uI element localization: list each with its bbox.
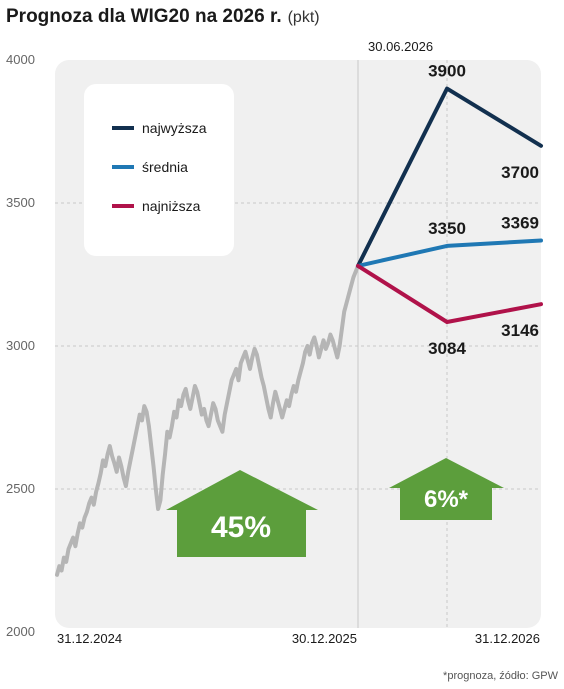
x-label-31-12-2024: 31.12.2024: [57, 631, 122, 646]
forecast-line-average: [356, 238, 543, 268]
data-label-lowest-2: 3146: [501, 321, 539, 340]
growth-arrow-2025-shape: [166, 470, 318, 557]
chart-title-unit: (pkt): [288, 9, 320, 26]
forecast-lines: [356, 86, 543, 324]
forecast-line-highest: [356, 86, 543, 268]
y-tick-3500: 3500: [6, 195, 35, 210]
y-tick-2000: 2000: [6, 624, 35, 639]
legend-label-highest: najwyższa: [142, 120, 207, 136]
data-labels: 3900 3700 3350 3369 3084 3146: [428, 62, 539, 358]
chart-title-main: Prognoza dla WIG20 na 2026 r.: [6, 6, 282, 27]
growth-arrow-2026: 6%*: [389, 458, 504, 520]
y-axis-ticks: 2000 2500 3000 3500 4000: [6, 52, 35, 639]
data-label-average-2: 3369: [501, 213, 539, 232]
source-note: *prognoza, źódło: GPW: [443, 670, 559, 682]
legend: najwyższa średnia najniższa: [84, 84, 234, 256]
legend-label-average: średnia: [142, 159, 188, 175]
data-label-highest-2: 3700: [501, 163, 539, 182]
legend-label-lowest: najniższa: [142, 198, 201, 214]
growth-arrow-2026-shape: [389, 458, 504, 520]
data-label-lowest-1: 3084: [428, 339, 466, 358]
growth-arrow-2026-label: 6%*: [424, 486, 469, 513]
y-tick-2500: 2500: [6, 481, 35, 496]
growth-arrow-2025-label: 45%: [211, 511, 271, 544]
y-tick-3000: 3000: [6, 338, 35, 353]
x-label-30-12-2025: 30.12.2025: [292, 631, 357, 646]
y-tick-4000: 4000: [6, 52, 35, 67]
data-label-average-1: 3350: [428, 219, 466, 238]
history-line: [55, 263, 360, 577]
x-label-30-06-2026: 30.06.2026: [368, 39, 433, 54]
growth-arrow-2025: 45%: [166, 470, 318, 557]
forecast-line-lowest: [356, 263, 543, 324]
data-label-highest-1: 3900: [428, 62, 466, 81]
chart-title: Prognoza dla WIG20 na 2026 r. (pkt): [6, 6, 320, 27]
x-label-31-12-2026: 31.12.2026: [475, 631, 540, 646]
